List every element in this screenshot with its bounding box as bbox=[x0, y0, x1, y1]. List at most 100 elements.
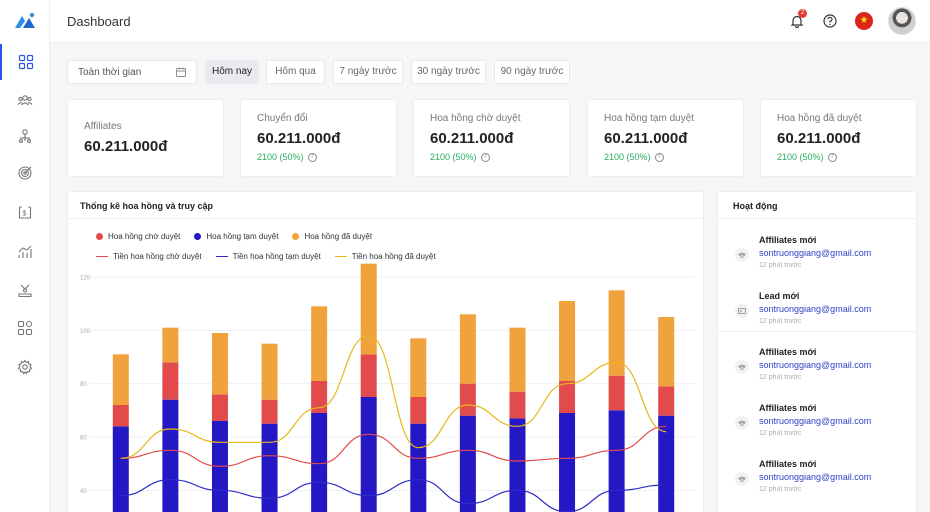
sidebar-item-affiliates[interactable] bbox=[0, 82, 50, 118]
info-icon[interactable]: ? bbox=[654, 152, 664, 162]
stat-sub-value: 2100 (50%) bbox=[257, 152, 304, 162]
stat-card-temp: Hoa hồng tạm duyệt 60.211.000đ 2100 (50%… bbox=[587, 99, 744, 177]
activity-item[interactable]: Lead mới sontruonggiang@gmail.com 12 phút … bbox=[718, 291, 916, 347]
info-icon[interactable]: ? bbox=[307, 152, 317, 162]
y-tick-label: 120 bbox=[80, 276, 91, 282]
activity-item[interactable]: Affiliates mới sontruonggiang@gmail.com 12… bbox=[718, 403, 916, 459]
legend-label: Tiền hoa hồng chờ duyệt bbox=[113, 252, 202, 261]
apps-icon bbox=[17, 320, 33, 336]
activity-item[interactable]: Affiliates mới sontruonggiang@gmail.com 12… bbox=[718, 459, 916, 512]
y-tick-label: 40 bbox=[80, 489, 87, 495]
legend-swatch bbox=[292, 233, 300, 240]
legend-item[interactable]: Tiền hoa hồng đã duyệt bbox=[334, 252, 436, 261]
activity-item[interactable]: Affiliates mới sontruonggiang@gmail.com 12… bbox=[718, 347, 916, 403]
activity-email-link[interactable]: sontruonggiang@gmail.com bbox=[759, 360, 872, 370]
activity-email-link[interactable]: sontruonggiang@gmail.com bbox=[759, 304, 872, 314]
divider bbox=[718, 218, 916, 219]
bar-segment bbox=[559, 381, 576, 413]
bar-segment bbox=[311, 306, 328, 381]
bar-segment bbox=[162, 362, 179, 400]
range-30days-button[interactable]: 30 ngày trước bbox=[411, 60, 486, 84]
legend-item[interactable]: Tiền hoa hồng tạm duyệt bbox=[215, 252, 321, 261]
legend-item[interactable]: Hoa hồng đã duyệt bbox=[292, 232, 372, 241]
range-yesterday-button[interactable]: Hôm qua bbox=[266, 60, 325, 84]
bar-segment bbox=[459, 314, 476, 384]
activity-email-link[interactable]: sontruonggiang@gmail.com bbox=[759, 416, 872, 426]
stat-label: Chuyển đổi bbox=[257, 113, 308, 124]
divider bbox=[68, 218, 703, 219]
legend-swatch bbox=[96, 233, 103, 240]
activity-time: 12 phút trước bbox=[759, 374, 802, 381]
bar-segment bbox=[658, 386, 675, 416]
legend-item[interactable]: Hoa hồng tạm duyệt bbox=[194, 232, 278, 241]
range-90days-button[interactable]: 90 ngày trước bbox=[494, 60, 570, 84]
chart-canvas: 120 100 80 60 40 bbox=[80, 263, 695, 512]
logo-icon[interactable] bbox=[13, 10, 37, 32]
language-flag-icon[interactable]: ★ bbox=[855, 12, 873, 30]
help-button[interactable] bbox=[821, 12, 839, 30]
info-icon[interactable]: ? bbox=[827, 152, 837, 162]
activity-title: Hoạt động bbox=[733, 201, 778, 211]
activity-email-link[interactable]: sontruonggiang@gmail.com bbox=[759, 248, 872, 258]
bar-segment bbox=[509, 418, 526, 512]
group-icon bbox=[735, 472, 749, 486]
bar-segment bbox=[211, 394, 228, 421]
stat-label: Hoa hồng đã duyệt bbox=[777, 113, 862, 124]
series-line bbox=[120, 425, 667, 467]
stat-card-conversions: Chuyển đổi 60.211.000đ 2100 (50%)? bbox=[240, 99, 397, 177]
avatar[interactable] bbox=[888, 7, 916, 35]
sidebar-item-settings[interactable] bbox=[0, 349, 50, 385]
commission-icon: $ bbox=[18, 206, 32, 219]
dashboard-icon bbox=[18, 54, 34, 70]
bar-segment bbox=[459, 383, 476, 416]
group-icon bbox=[735, 416, 749, 430]
legend-label: Hoa hồng tạm duyệt bbox=[206, 232, 279, 241]
activity-type: Affiliates mới bbox=[759, 459, 817, 469]
svg-text:$: $ bbox=[23, 211, 27, 218]
sidebar-item-campaign[interactable] bbox=[0, 272, 50, 308]
notifications-button[interactable]: 2 bbox=[788, 9, 807, 30]
settings-icon bbox=[17, 359, 33, 375]
bar-segment bbox=[261, 343, 278, 400]
bar-segment bbox=[608, 290, 625, 376]
group-icon bbox=[735, 248, 749, 262]
activity-item[interactable]: Affiliates mới sontruonggiang@gmail.com 12… bbox=[718, 235, 916, 291]
sidebar-item-commission[interactable]: $ bbox=[0, 194, 50, 230]
stat-label: Affiliates bbox=[84, 121, 122, 132]
activity-time: 12 phút trước bbox=[759, 430, 802, 437]
stat-sub-value: 2100 (50%) bbox=[430, 152, 477, 162]
bar-segment bbox=[410, 423, 427, 512]
bar-segment bbox=[311, 413, 328, 512]
bar-segment bbox=[162, 327, 179, 363]
range-today-button[interactable]: Hôm nay bbox=[205, 60, 259, 84]
date-range-picker[interactable]: Toàn thời gian bbox=[67, 60, 197, 84]
stat-value: 60.211.000đ bbox=[257, 130, 341, 147]
series-line bbox=[120, 335, 667, 459]
notification-badge: 2 bbox=[798, 9, 807, 18]
stat-sub: 2100 (50%)? bbox=[777, 152, 837, 162]
stat-sub: 2100 (50%)? bbox=[604, 152, 664, 162]
range-7days-button[interactable]: 7 ngày trước bbox=[333, 60, 403, 84]
bar-segment bbox=[559, 413, 576, 512]
sidebar-item-apps[interactable] bbox=[0, 310, 50, 346]
activity-time: 12 phút trước bbox=[759, 486, 802, 493]
stat-value: 60.211.000đ bbox=[604, 130, 688, 147]
sidebar-item-network[interactable] bbox=[0, 118, 50, 154]
bar-segment bbox=[261, 399, 278, 424]
info-icon[interactable]: ? bbox=[480, 152, 490, 162]
legend-item[interactable]: Tiền hoa hồng chờ duyệt bbox=[96, 252, 202, 261]
bar-segment bbox=[509, 327, 526, 392]
stat-sub-value: 2100 (50%) bbox=[777, 152, 824, 162]
sidebar-item-target[interactable] bbox=[0, 155, 50, 191]
activity-email-link[interactable]: sontruonggiang@gmail.com bbox=[759, 472, 872, 482]
sidebar-item-dashboard[interactable] bbox=[0, 44, 50, 80]
bar-segment bbox=[608, 410, 625, 512]
bar-segment bbox=[211, 333, 228, 395]
page-title: Dashboard bbox=[67, 14, 131, 29]
bar-segment bbox=[608, 375, 625, 411]
legend-item[interactable]: Hoa hồng chờ duyệt bbox=[96, 232, 180, 241]
sidebar-item-analytics[interactable] bbox=[0, 234, 50, 270]
bar-segment bbox=[658, 317, 675, 387]
bar-segment bbox=[112, 426, 129, 512]
target-icon bbox=[18, 166, 32, 180]
